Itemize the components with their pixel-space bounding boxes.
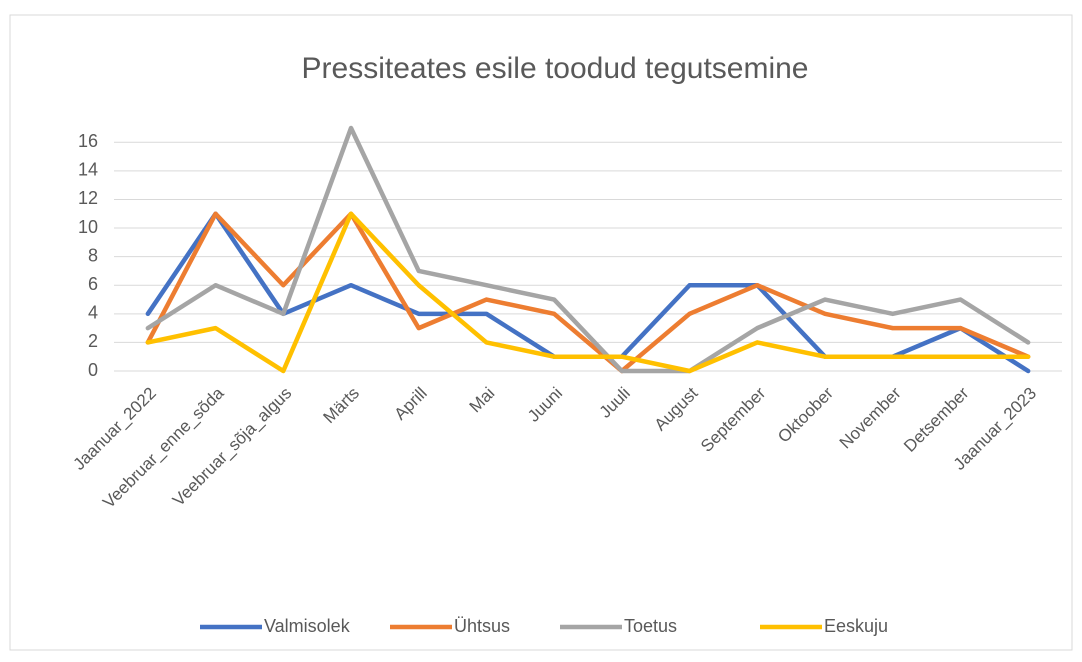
- series-line: [145, 211, 1031, 374]
- y-tick-label: 4: [88, 303, 98, 323]
- legend-label: Valmisolek: [264, 616, 351, 636]
- chart-title: Pressiteates esile toodud tegutsemine: [302, 52, 809, 85]
- y-tick-label: 6: [88, 274, 98, 294]
- series-line: [145, 125, 1031, 374]
- chart-frame: [9, 14, 1073, 651]
- legend-label: Eeskuju: [824, 616, 888, 636]
- y-tick-label: 14: [78, 160, 98, 180]
- legend-label: Toetus: [624, 616, 677, 636]
- y-tick-label: 8: [88, 245, 98, 265]
- y-tick-label: 2: [88, 331, 98, 351]
- y-tick-label: 12: [78, 188, 98, 208]
- y-tick-label: 0: [88, 360, 98, 380]
- series-line: [145, 211, 1031, 374]
- y-tick-label: 10: [78, 217, 98, 237]
- y-tick-label: 16: [78, 131, 98, 151]
- legend-label: Ühtsus: [454, 616, 510, 636]
